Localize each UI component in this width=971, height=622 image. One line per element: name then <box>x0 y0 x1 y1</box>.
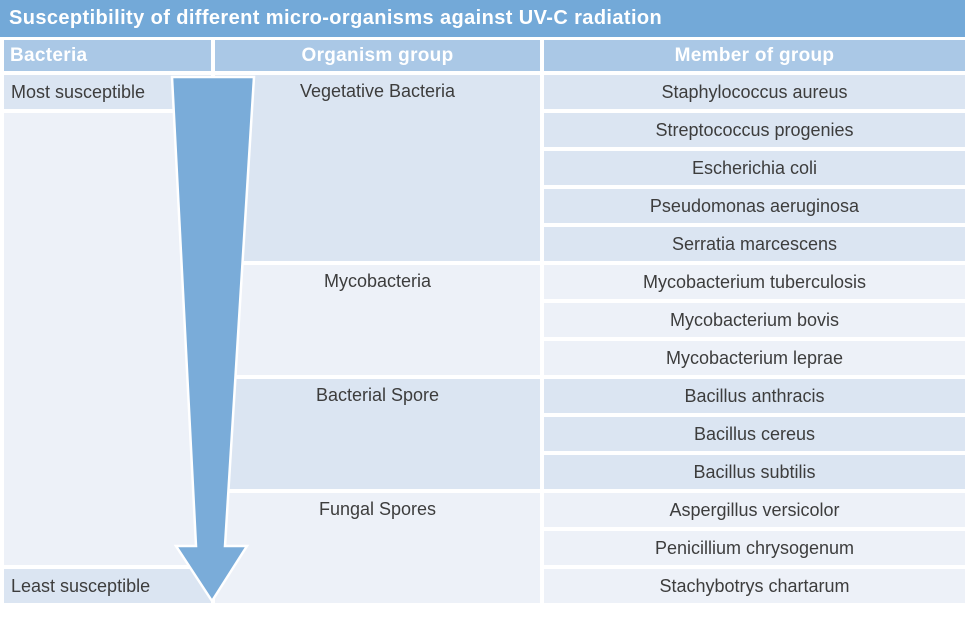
most-susceptible-cell: Most susceptible <box>4 75 211 109</box>
member-label: Pseudomonas aeruginosa <box>649 195 860 216</box>
figure-title: Susceptibility of different micro-organi… <box>9 7 663 29</box>
member-label: Bacillus anthracis <box>684 385 825 406</box>
member-label: Staphylococcus aureus <box>661 81 848 102</box>
member-row: Mycobacterium bovis <box>544 303 965 337</box>
most-susceptible-label: Most susceptible <box>11 81 146 102</box>
member-label: Stachybotrys chartarum <box>659 575 850 596</box>
column-header-organism-group-label: Organism group <box>301 44 454 66</box>
member-label: Mycobacterium bovis <box>669 309 840 330</box>
member-row: Bacillus anthracis <box>544 379 965 413</box>
member-label: Penicillium chrysogenum <box>654 537 855 558</box>
member-row: Bacillus cereus <box>544 417 965 451</box>
member-row: Mycobacterium tuberculosis <box>544 265 965 299</box>
group-cell-vegetative-bacteria: Vegetative Bacteria <box>215 75 540 261</box>
group-label: Mycobacteria <box>323 271 432 291</box>
member-row: Penicillium chrysogenum <box>544 531 965 565</box>
member-row: Staphylococcus aureus <box>544 75 965 109</box>
member-label: Streptococcus progenies <box>655 119 854 140</box>
figure-title-bar: Susceptibility of different micro-organi… <box>0 0 965 37</box>
column-header-member-of-group: Member of group <box>544 40 965 71</box>
column-header-bacteria-label: Bacteria <box>10 44 88 66</box>
least-susceptible-cell: Least susceptible <box>4 569 211 603</box>
member-row: Bacillus subtilis <box>544 455 965 489</box>
member-label: Mycobacterium tuberculosis <box>642 271 867 292</box>
group-label: Fungal Spores <box>318 499 437 519</box>
member-label: Aspergillus versicolor <box>669 499 840 520</box>
member-row: Serratia marcescens <box>544 227 965 261</box>
member-label: Mycobacterium leprae <box>665 347 844 368</box>
group-label: Vegetative Bacteria <box>299 81 456 101</box>
member-label: Serratia marcescens <box>671 233 838 254</box>
susceptibility-spacer-cell <box>4 113 211 565</box>
column-header-member-of-group-label: Member of group <box>674 44 835 66</box>
member-row: Escherichia coli <box>544 151 965 185</box>
member-row: Stachybotrys chartarum <box>544 569 965 603</box>
member-row: Streptococcus progenies <box>544 113 965 147</box>
member-row: Pseudomonas aeruginosa <box>544 189 965 223</box>
column-header-organism-group: Organism group <box>215 40 540 71</box>
group-cell-mycobacteria: Mycobacteria <box>215 265 540 375</box>
member-label: Bacillus subtilis <box>693 461 816 482</box>
column-header-bacteria: Bacteria <box>4 40 211 71</box>
member-label: Bacillus cereus <box>693 423 816 444</box>
group-cell-fungal-spores: Fungal Spores <box>215 493 540 603</box>
group-cell-bacterial-spore: Bacterial Spore <box>215 379 540 489</box>
group-label: Bacterial Spore <box>315 385 440 405</box>
member-label: Escherichia coli <box>691 157 818 178</box>
member-row: Mycobacterium leprae <box>544 341 965 375</box>
member-row: Aspergillus versicolor <box>544 493 965 527</box>
least-susceptible-label: Least susceptible <box>11 575 151 596</box>
